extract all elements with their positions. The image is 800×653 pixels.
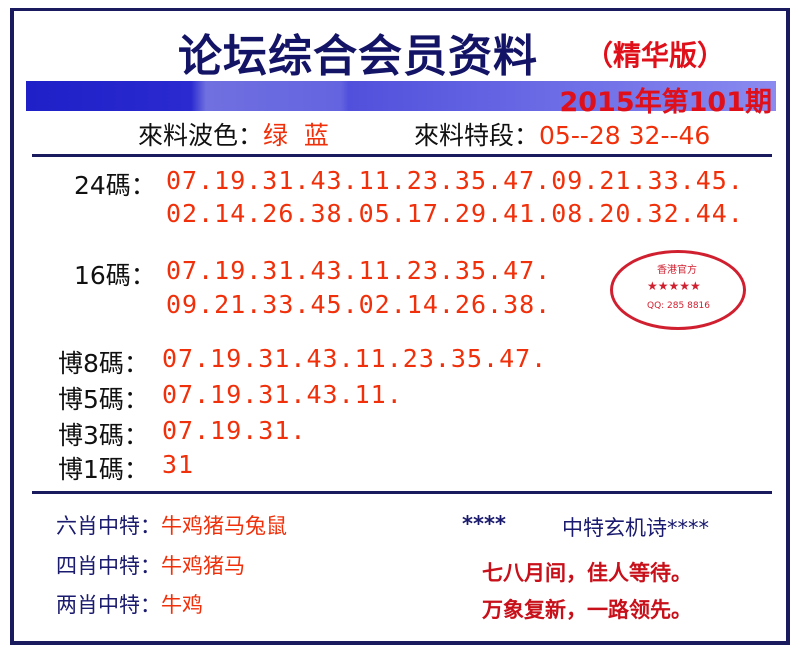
zodiac-6: 六肖中特：牛鸡猪马兔鼠 [56,510,287,540]
zodiac-6-value: 牛鸡猪马兔鼠 [161,514,287,538]
pick-24: 24碼： [74,166,156,202]
pick-5-values: 07.19.31.43.11. [162,380,403,409]
segment-label: 來料特段： [414,121,540,150]
segment-values: 05--28 32--46 [539,121,711,150]
wave-values: 绿 蓝 [263,121,329,150]
zodiac-2-label: 两肖中特： [56,593,161,617]
pick-16: 16碼： [74,256,156,292]
segment-row: 來料特段：05--28 32--46 [414,116,710,152]
wave-row: 來料波色：绿 蓝 [138,116,329,152]
issue-number: 2015年第101期 [559,87,772,118]
stamp-qq: QQ: 285 8816 [647,301,711,311]
zodiac-4-value: 牛鸡猪马 [161,554,245,578]
stamp-stars: ★★★★★ [647,279,701,293]
wave-label: 來料波色： [138,121,264,150]
pick-1-label: 博1碼： [58,455,149,484]
zodiac-4-label: 四肖中特： [56,554,161,578]
zodiac-2: 两肖中特：牛鸡 [56,589,203,619]
pick-24-line2: 02.14.26.38.05.17.29.41.08.20.32.44. [166,199,744,228]
zodiac-4: 四肖中特：牛鸡猪马 [56,550,245,580]
pick-24-label: 24碼： [74,171,156,200]
pick-1-values: 31 [162,450,195,479]
seal-stamp: 香港官方 ★★★★★ QQ: 285 8816 [610,250,746,330]
pick-3-label: 博3碼： [58,421,149,450]
zodiac-6-label: 六肖中特： [56,514,161,538]
pick-16-label: 16碼： [74,261,156,290]
poster-frame [10,8,790,645]
poem-line-1: 七八月间，佳人等待。 [482,561,692,585]
edition-label: （精华版） [585,39,726,72]
pick-8-values: 07.19.31.43.11.23.35.47. [162,344,548,373]
poem-line-2: 万象复新，一路领先。 [482,598,692,622]
divider [32,154,772,157]
pick-24-line1: 07.19.31.43.11.23.35.47.09.21.33.45. [166,166,744,195]
pick-8-label: 博8碼： [58,349,149,378]
header-bar [26,81,776,111]
zodiac-2-value: 牛鸡 [161,593,203,617]
poem-heading: 中特玄机诗**** [562,516,709,540]
stamp-text: 香港官方 [657,265,697,276]
page-title: 论坛综合会员资料 [178,31,538,82]
pick-3-values: 07.19.31. [162,416,307,445]
divider [32,491,772,494]
poem-heading-stars: **** [462,512,506,536]
pick-16-line1: 07.19.31.43.11.23.35.47. [166,256,552,285]
pick-16-line2: 09.21.33.45.02.14.26.38. [166,290,552,319]
pick-5-label: 博5碼： [58,385,149,414]
